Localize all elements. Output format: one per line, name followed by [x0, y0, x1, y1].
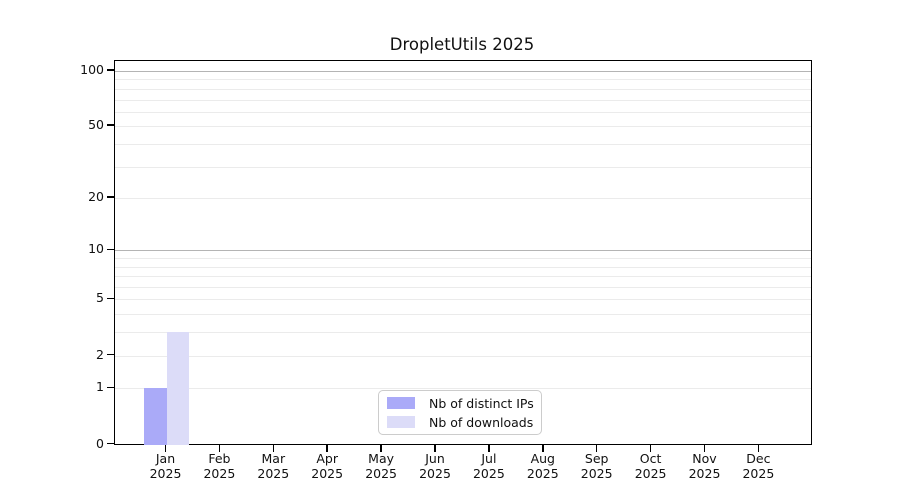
minor-gridline: [115, 299, 811, 301]
y-tick-label: 100: [80, 62, 104, 77]
x-tick-label-jan: Jan 2025: [136, 451, 196, 481]
minor-gridline: [115, 332, 811, 334]
year-label: 2025: [419, 466, 451, 481]
minor-gridline: [115, 266, 811, 268]
y-tick-mark: [107, 442, 114, 445]
minor-gridline: [115, 126, 811, 128]
minor-gridline: [115, 99, 811, 101]
bar-distinct-ips-jan: [144, 388, 167, 445]
minor-gridline: [115, 287, 811, 289]
minor-gridline: [115, 166, 811, 168]
y-tick-label: 20: [88, 189, 104, 205]
month-label: Dec: [746, 451, 771, 466]
y-tick-label: 5: [96, 290, 104, 306]
chart-title: DropletUtils 2025: [389, 35, 535, 54]
month-label: Feb: [208, 451, 231, 466]
legend-entry-downloads: Nb of downloads: [379, 415, 541, 430]
x-tick-mark: [488, 444, 490, 452]
y-tick-label: 0: [96, 435, 104, 451]
x-tick-mark: [757, 444, 760, 452]
year-label: 2025: [257, 466, 290, 481]
month-label: Sep: [584, 451, 609, 466]
downloads-swatch-icon: [387, 416, 415, 428]
year-label: 2025: [688, 466, 721, 481]
x-tick-mark: [272, 444, 275, 452]
x-tick-mark: [703, 444, 706, 452]
year-label: 2025: [472, 466, 505, 481]
x-tick-mark: [380, 444, 382, 452]
minor-gridline: [115, 198, 811, 200]
y-tick-mark: [107, 248, 114, 251]
x-tick-label-mar: Mar 2025: [243, 451, 303, 481]
y-tick-mark: [107, 353, 114, 356]
month-label: Jul: [481, 451, 497, 466]
major-gridline: [115, 250, 811, 252]
year-label: 2025: [526, 466, 559, 481]
minor-gridline: [115, 314, 811, 316]
year-label: 2025: [580, 466, 613, 481]
legend: Nb of distinct IPs Nb of downloads: [378, 390, 542, 435]
month-label: Apr: [316, 451, 338, 466]
month-label: Jun: [425, 451, 445, 466]
x-tick-label-oct: Oct 2025: [621, 451, 681, 481]
x-tick-mark: [542, 444, 544, 452]
x-tick-mark: [434, 444, 436, 452]
month-label: Nov: [692, 451, 717, 466]
x-tick-mark: [649, 444, 652, 452]
minor-gridline: [115, 258, 811, 260]
major-gridline: [115, 71, 811, 72]
x-tick-label-nov: Nov 2025: [675, 451, 735, 481]
minor-gridline: [115, 276, 811, 278]
x-tick-mark: [595, 444, 598, 452]
y-tick-mark: [107, 124, 114, 127]
year-label: 2025: [742, 466, 775, 481]
x-tick-label-feb: Feb 2025: [189, 451, 249, 481]
y-tick-mark: [107, 297, 114, 300]
minor-gridline: [115, 111, 811, 113]
y-tick-label: 50: [88, 117, 104, 133]
minor-gridline: [115, 355, 811, 357]
y-tick-label: 1: [96, 379, 104, 395]
x-tick-label-jul: Jul 2025: [459, 451, 519, 481]
year-label: 2025: [311, 466, 344, 481]
y-tick-label: 2: [96, 346, 104, 362]
x-tick-label-dec: Dec 2025: [728, 451, 788, 481]
x-tick-mark: [326, 444, 328, 452]
y-tick-mark: [107, 386, 114, 389]
month-label: Mar: [261, 451, 286, 466]
y-tick-mark: [107, 196, 114, 198]
year-label: 2025: [149, 466, 182, 481]
year-label: 2025: [203, 466, 236, 481]
month-label: Jan: [155, 451, 176, 466]
legend-label: Nb of downloads: [429, 414, 534, 430]
minor-gridline: [115, 88, 811, 90]
year-label: 2025: [365, 466, 397, 481]
y-tick-label: 10: [88, 241, 104, 257]
minor-gridline: [115, 388, 811, 390]
plot-area: [114, 60, 812, 445]
minor-gridline: [115, 79, 811, 81]
x-tick-label-sep: Sep 2025: [567, 451, 627, 481]
x-tick-mark: [164, 444, 167, 452]
legend-label: Nb of distinct IPs: [429, 395, 534, 411]
x-tick-label-aug: Aug 2025: [513, 451, 573, 481]
month-label: Aug: [530, 451, 555, 466]
month-label: Oct: [639, 451, 662, 466]
x-tick-label-jun: Jun 2025: [405, 451, 465, 481]
minor-gridline: [115, 143, 811, 145]
x-tick-mark: [218, 444, 221, 452]
distinct-ips-swatch-icon: [387, 397, 415, 409]
bar-downloads-jan: [166, 332, 189, 445]
legend-entry-distinct-ips: Nb of distinct IPs: [379, 396, 541, 411]
y-tick-mark: [107, 69, 114, 71]
month-label: May: [368, 451, 395, 466]
x-tick-label-apr: Apr 2025: [297, 451, 357, 481]
year-label: 2025: [634, 466, 667, 481]
x-tick-label-may: May 2025: [351, 451, 411, 481]
